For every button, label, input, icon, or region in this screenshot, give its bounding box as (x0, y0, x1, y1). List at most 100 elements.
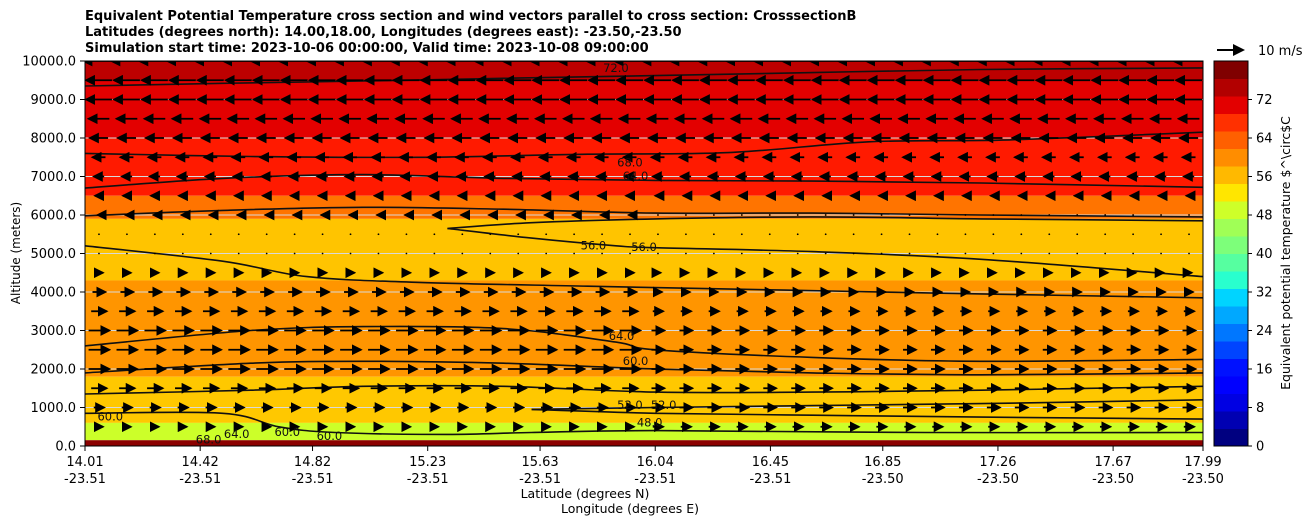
colorbar-tick-label-2: 16 (1256, 363, 1273, 378)
wind-vector-r10-c27 (852, 252, 855, 255)
colorbar-tick-label-1: 8 (1256, 401, 1264, 416)
x-axis-label-longitude: Longitude (degrees E) (561, 501, 699, 516)
wind-vector-r8-c25 (796, 214, 799, 216)
wind-vector-r9-c13 (461, 233, 464, 236)
x-tick-lat-label-6: 16.45 (752, 455, 789, 470)
y-tick-label-0: 0.0 (55, 440, 76, 455)
y-tick-label-6: 6000.0 (31, 209, 77, 224)
colorbar-label: Equivalent potential temperature $^\circ… (1278, 116, 1293, 390)
colorbar-segment-2 (1214, 393, 1248, 412)
wind-vector-r10-c32 (992, 252, 995, 255)
colorbar-segment-4 (1214, 358, 1248, 377)
x-tick-lon-label-3: -23.51 (407, 472, 449, 487)
wind-vector-r10-c17 (573, 252, 576, 255)
wind-vector-r9-c19 (629, 233, 631, 236)
contour-line-60.0-6 (85, 245, 1203, 299)
contour-label-14: 68.0 (196, 433, 222, 447)
contour-label-9: 48.0 (637, 415, 663, 429)
wind-vector-r8-c21 (685, 214, 687, 216)
wind-vector-r9-c9 (349, 233, 352, 236)
contour-line-56.0-4 (447, 216, 1203, 230)
wind-vector-r9-c35 (1076, 233, 1079, 236)
wind-vector-r9-c30 (936, 233, 939, 236)
colorbar: 0 8 16 24 32 40 48 56 64 72 (1213, 60, 1273, 455)
contour-label-0: 72.0 (603, 61, 629, 75)
wind-vector-r8-c23 (740, 214, 743, 216)
colorbar-segment-19 (1214, 96, 1248, 114)
wind-vector-r9-c25 (796, 233, 799, 236)
filled-band-1 (85, 80, 1203, 138)
wind-vector-r10-c5 (237, 252, 240, 255)
wind-vector-r9-c12 (433, 233, 436, 236)
wind-vector-r9-c0 (98, 233, 100, 236)
colorbar-tick-label-0: 0 (1256, 440, 1264, 455)
colorbar-tick-label-6: 48 (1256, 209, 1273, 224)
wind-vector-r9-c36 (1104, 233, 1107, 236)
wind-vector-r9-c31 (964, 233, 967, 236)
x-tick-lon-label-0: -23.51 (64, 472, 106, 487)
contour-label-4: 56.0 (631, 240, 657, 254)
colorbar-segment-1 (1214, 411, 1248, 429)
chart-title-line-3: Simulation start time: 2023-10-06 00:00:… (85, 41, 649, 56)
wind-vector-r9-c10 (377, 233, 380, 236)
wind-vector-r10-c4 (209, 252, 212, 255)
x-tick-lat-label-5: 16.04 (637, 455, 674, 470)
colorbar-segment-11 (1214, 236, 1248, 254)
colorbar-segment-17 (1214, 131, 1248, 149)
colorbar-segment-9 (1214, 271, 1248, 289)
wind-vector-r9-c14 (489, 233, 492, 236)
contour-labels: 72.068.064.056.0 56.060.064.052.0 52.048.0… (97, 61, 676, 447)
wind-vector-r9-c11 (405, 233, 408, 236)
wind-vector-r10-c14 (489, 252, 492, 255)
wind-vector-r9-c2 (153, 233, 156, 236)
x-tick-lat-label-4: 15.63 (521, 455, 558, 470)
wind-vector-r9-c6 (265, 233, 268, 236)
colorbar-tick-label-3: 24 (1256, 324, 1273, 339)
wind-vector-r9-c7 (293, 233, 296, 236)
colorbar-tick-label-8: 64 (1256, 132, 1273, 147)
x-tick-lat-label-9: 17.67 (1095, 455, 1132, 470)
colorbar-tick-label-9: 72 (1256, 93, 1273, 108)
wind-vector-r10-c15 (517, 252, 520, 255)
wind-vector-r10-c25 (796, 252, 799, 255)
y-tick-label-8: 8000.0 (31, 132, 77, 147)
contour-label-6: 64.0 (609, 329, 635, 343)
filled-band-7 (85, 422, 1203, 441)
wind-vector-r10-c10 (377, 252, 380, 255)
wind-vector-r9-c28 (880, 233, 883, 236)
x-tick-lon-label-2: -23.51 (292, 472, 334, 487)
wind-vector-r10-c28 (880, 252, 883, 255)
colorbar-segment-16 (1214, 148, 1248, 167)
wind-vector-r9-c21 (685, 233, 687, 236)
wind-vector-r8-c37 (1132, 214, 1135, 216)
y-axis-label: Altitude (meters) (9, 202, 23, 304)
wind-vector-r10-c33 (1020, 252, 1023, 255)
x-axis-label-latitude: Latitude (degrees N) (521, 486, 650, 501)
x-tick-lon-label-4: -23.51 (519, 472, 561, 487)
filled-band-0 (85, 61, 1203, 81)
wind-vectors (85, 61, 1203, 433)
wind-vector-r9-c33 (1020, 233, 1023, 236)
contour-label-7: 52.0 (617, 398, 643, 412)
y-tick-label-4: 4000.0 (31, 286, 77, 301)
wind-vector-r10-c6 (265, 252, 268, 255)
colorbar-tick-label-5: 40 (1256, 247, 1273, 262)
wind-vector-r10-c31 (964, 252, 967, 255)
y-tick-label-9: 9000.0 (31, 93, 77, 108)
contour-line-60.0-12 (85, 411, 1203, 436)
filled-band-2 (85, 138, 1203, 196)
colorbar-segment-3 (1214, 376, 1248, 394)
wind-vector-r10-c13 (461, 252, 464, 255)
wind-vector-r9-c18 (601, 233, 603, 236)
y-tick-label-1: 1000.0 (31, 401, 77, 416)
wind-vector-r10-c39 (1188, 252, 1190, 255)
filled-band-8 (85, 440, 1203, 446)
wind-vector-r10-c0 (98, 252, 100, 255)
wind-vector-r8-c31 (964, 214, 967, 216)
wind-vector-r10-c34 (1048, 252, 1051, 255)
colorbar-tick-label-4: 32 (1256, 286, 1273, 301)
x-tick-lat-label-8: 17.26 (979, 455, 1016, 470)
x-tick-lat-label-7: 16.85 (864, 455, 901, 470)
wind-vector-r8-c27 (852, 214, 855, 216)
wind-vector-r10-c20 (657, 252, 659, 255)
